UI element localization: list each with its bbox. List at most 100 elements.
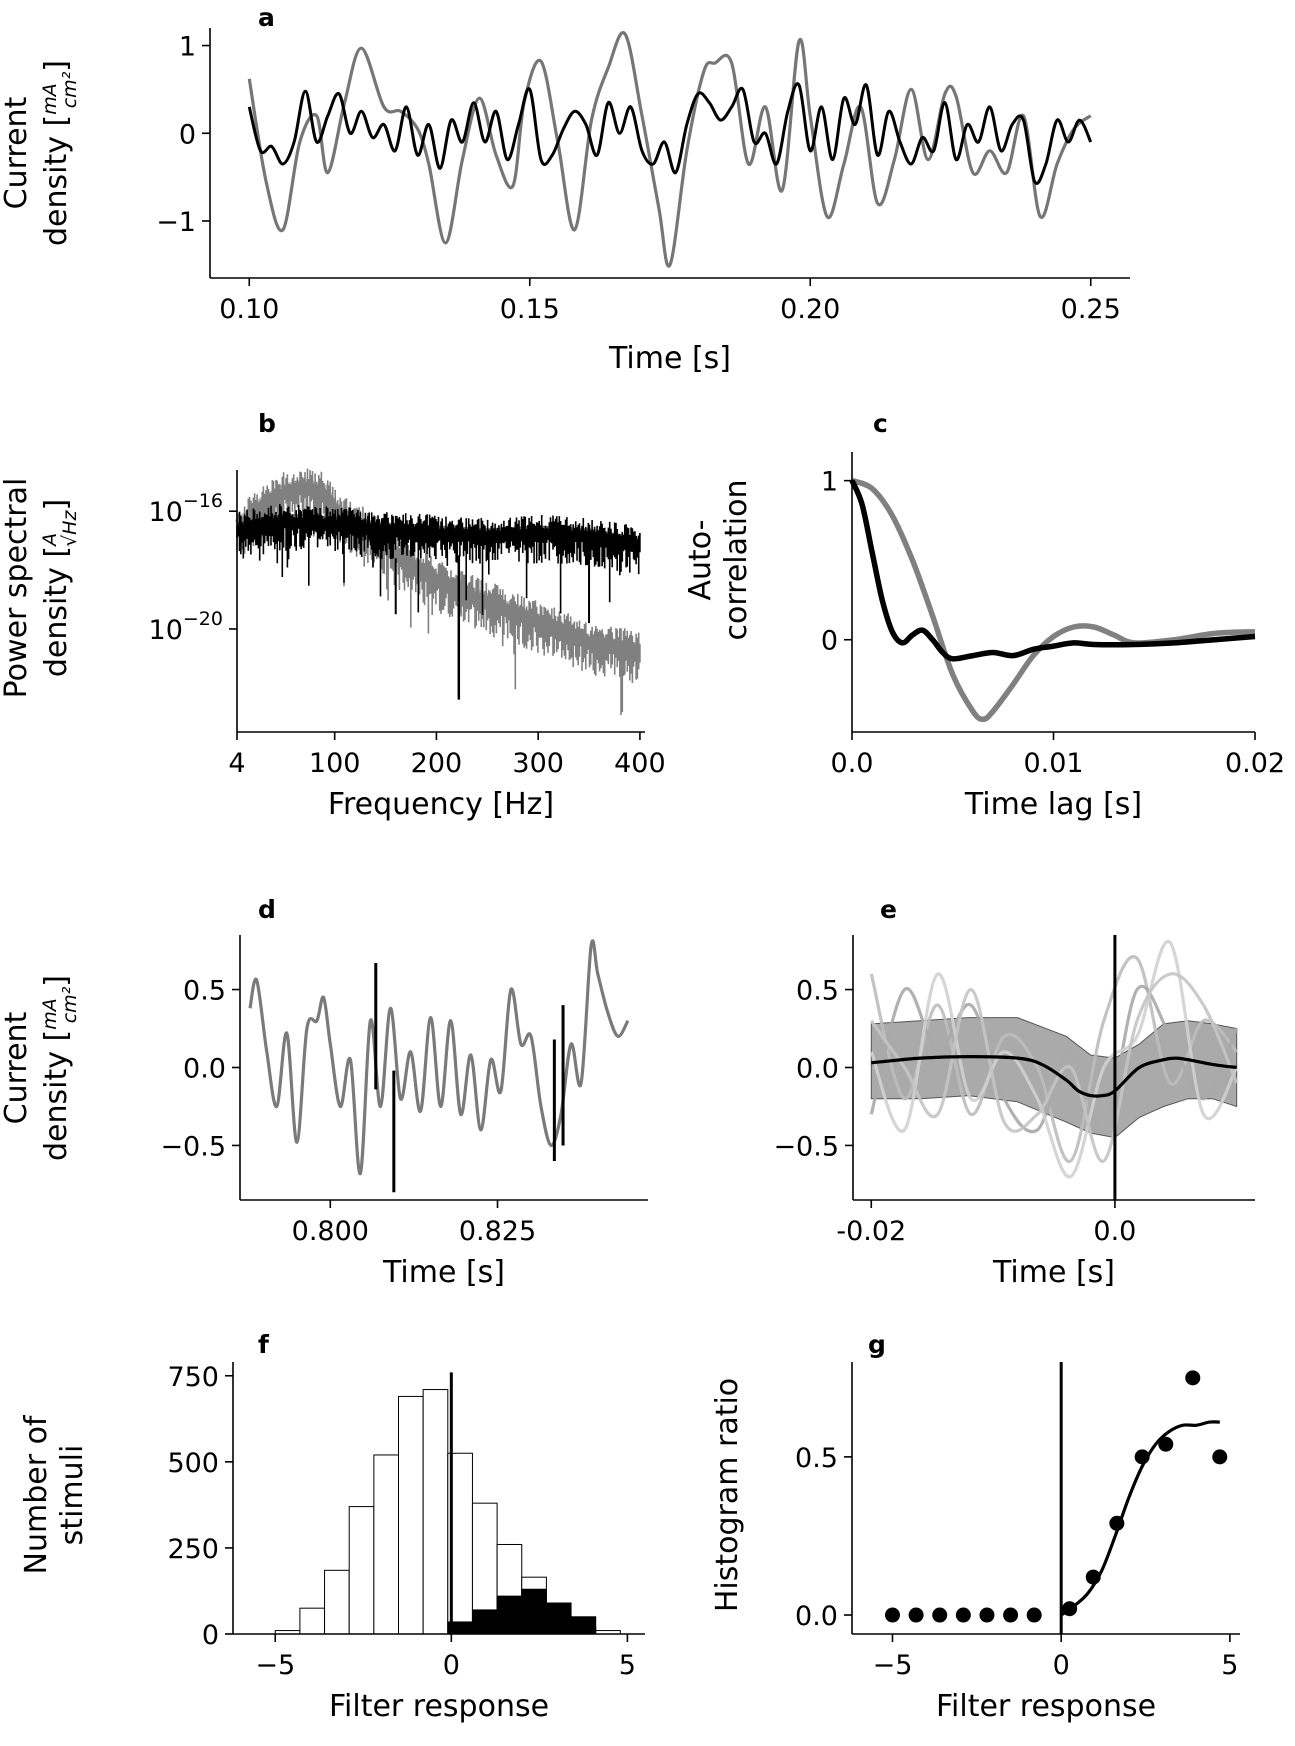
panel-g: g −5 0 5 0.5 0.0 Filter response Histogram rat… [710, 1330, 1240, 1724]
panel-a-y-tick-label-1: 0 [179, 119, 196, 150]
panel-d: d 0.800 0.825 0.5 0.0 −0.5 Time [s] Current den… [0, 895, 648, 1290]
panel-d-y-label-close: ] [39, 975, 74, 987]
panel-b-y-label-close: ] [39, 499, 74, 511]
panel-c-series-stimulus [850, 477, 1256, 723]
panel-a-y-label-units: density [mAcm²] [39, 60, 81, 246]
panel-f: f −5 0 5 750 500 250 0 Filter response Number of… [19, 1330, 645, 1724]
panel-c-y-tick-label-1: 0 [821, 626, 838, 657]
panel-a-x-tick-label-0: 0.10 [219, 294, 279, 325]
panel-g-point-6 [1026, 1607, 1042, 1623]
panel-c-y-tick-label-0: 1 [821, 467, 838, 498]
panel-f-y-tick-label-0: 750 [167, 1362, 219, 1393]
panel-d-x-tick-label-0: 0.800 [292, 1216, 369, 1247]
panel-g-y-tick-label-1: 0.0 [795, 1601, 838, 1632]
panel-b-l1-y-label-line-0: Power spectral [0, 478, 34, 699]
panel-c-series-response [849, 479, 1256, 662]
panel-f-label: f [258, 1330, 270, 1359]
panel-f-bar-all-6 [422, 1389, 449, 1635]
panel-a-x-label: Time [s] [608, 341, 731, 376]
panel-a-series-stimulus [247, 31, 1092, 268]
panel-f-x-tick-label-0: −5 [255, 1650, 295, 1681]
panel-c-x-label: Time lag [s] [964, 787, 1142, 822]
panel-b-y-tick-label-1: 10−20 [149, 608, 223, 646]
panel-a: a 0.10 0.15 0.20 0.25 1 0 −1 Time [s] Current den… [0, 3, 1130, 376]
panel-e-x-label: Time [s] [992, 1255, 1115, 1290]
panel-c-label: c [873, 409, 888, 438]
panel-f-x-tick-label-1: 0 [443, 1650, 460, 1681]
panel-g-x-tick-label-1: 0 [1053, 1650, 1070, 1681]
panel-b-y-label-units: density [A√Hz] [39, 499, 81, 677]
panel-a-x-tick-label-3: 0.25 [1061, 294, 1121, 325]
panel-g-point-1 [908, 1607, 924, 1623]
panel-f-x-tick-label-2: 5 [619, 1650, 636, 1681]
panel-f-bar-spike-8 [471, 1609, 498, 1635]
panel-f-bar-all-5 [398, 1395, 424, 1635]
panel-f-y-label-line-1: stimuli [55, 1445, 90, 1546]
panel-f-bar-all-2 [324, 1569, 350, 1635]
panel-d-y-label-units: density [mAcm²] [39, 975, 81, 1161]
panel-d-x-label: Time [s] [382, 1255, 505, 1290]
panel-a-y-label-num: mA [39, 83, 61, 115]
panel-f-x-label: Filter response [329, 1689, 549, 1724]
panel-g-x-tick-label-2: 5 [1221, 1650, 1238, 1681]
panel-b-x-tick-label-0: 4 [228, 748, 245, 779]
panel-g-point-10 [1134, 1449, 1150, 1465]
panel-a-y-tick-label-0: 1 [179, 32, 196, 63]
panel-f-bar-spike-11 [545, 1602, 572, 1635]
panel-g-point-12 [1185, 1370, 1201, 1386]
panel-a-y-label-den: cm² [59, 71, 81, 108]
panel-e-y-tick-label-0: 0.5 [796, 976, 839, 1007]
panel-c-x-tick-label-0: 0.0 [831, 748, 874, 779]
panel-a-x-tick-label-1: 0.15 [500, 294, 560, 325]
panel-b-x-tick-label-3: 300 [512, 748, 564, 779]
panel-b-y-label-den: √Hz [59, 510, 81, 547]
panel-b-y-tick-base-1: 10 [149, 615, 183, 646]
panel-d-l1-y-label-line-0: Current [0, 1011, 34, 1124]
panel-a-y-label-close: ] [39, 60, 74, 72]
panel-c-y-label-line-0: Auto- [683, 519, 718, 600]
panel-f-bar-spike-12 [570, 1616, 597, 1635]
panel-d-y-tick-label-2: −0.5 [160, 1131, 226, 1162]
panel-e-trace-0 [869, 955, 1238, 1163]
panel-b-label: b [258, 409, 276, 438]
panel-g-x-label: Filter response [936, 1689, 1156, 1724]
panel-a-series-response [247, 82, 1093, 185]
panel-g-point-7 [1062, 1601, 1078, 1617]
panel-g-point-2 [932, 1607, 948, 1623]
panel-b-y-tick-label-0: 10−16 [149, 490, 223, 528]
panel-g-point-8 [1085, 1569, 1101, 1585]
panel-e: e -0.02 0.0 0.5 0.0 −0.5 Time [s] [773, 895, 1255, 1290]
panel-a-x-tick-label-2: 0.20 [780, 294, 840, 325]
panel-g-point-4 [979, 1607, 995, 1623]
panel-b-y-tick-exp-1: −20 [183, 608, 223, 630]
panel-c-x-tick-label-2: 0.02 [1225, 748, 1285, 779]
panel-g-point-13 [1212, 1449, 1228, 1465]
panel-f-y-tick-label-3: 0 [202, 1620, 219, 1651]
panel-b-series-core-1 [236, 513, 641, 545]
panel-a-label: a [258, 3, 275, 32]
panel-b-y-label-num: A [39, 533, 61, 548]
panel-g-point-11 [1158, 1436, 1174, 1452]
panel-d-y-label-den: cm² [59, 986, 81, 1023]
panel-d-y-label-num: mA [39, 998, 61, 1030]
panel-a-y-label-text: density [ [39, 115, 74, 246]
panel-e-label: e [880, 895, 897, 924]
panel-g-label: g [868, 1330, 886, 1359]
panel-b-x-tick-label-2: 200 [411, 748, 463, 779]
panel-b-y-tick-base-0: 10 [149, 497, 183, 528]
panel-e-x-tick-label-0: -0.02 [836, 1216, 906, 1247]
panel-d-series-stimulus [248, 939, 630, 1176]
panel-f-bar-spike-10 [521, 1588, 547, 1635]
panel-b-series-stimulus [236, 468, 641, 715]
panel-c-x-tick-label-1: 0.01 [1023, 748, 1083, 779]
panel-f-y-tick-label-2: 250 [167, 1534, 219, 1565]
panel-e-trace-3 [869, 972, 1239, 1163]
panel-f-bar-all-1 [299, 1607, 326, 1635]
panel-f-bar-all-4 [373, 1454, 400, 1635]
panel-d-label: d [258, 895, 276, 924]
panel-b-y-tick-exp-0: −16 [183, 490, 223, 512]
panel-e-std-band [870, 1017, 1238, 1139]
panel-a-l1-y-label-line-0: Current [0, 96, 34, 209]
panel-f-bar-all-3 [348, 1506, 375, 1635]
